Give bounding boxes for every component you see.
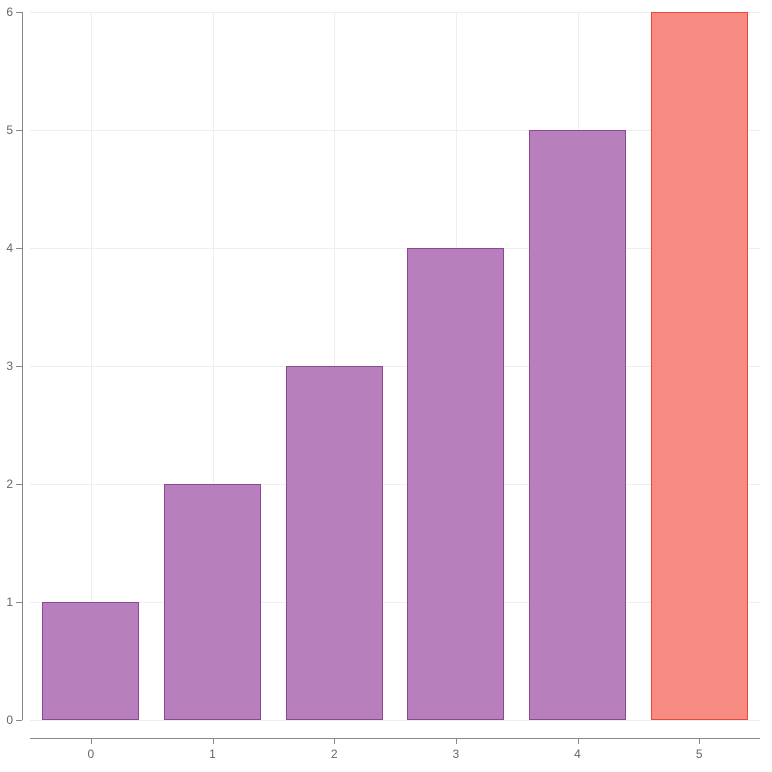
- y-tick-label: 0: [6, 713, 13, 727]
- plot-area: [30, 12, 760, 720]
- grid-line-h: [30, 720, 760, 721]
- y-tick: [16, 366, 22, 367]
- y-tick: [16, 720, 22, 721]
- bar: [407, 248, 504, 720]
- x-tick-label: 1: [193, 747, 233, 761]
- y-tick: [16, 130, 22, 131]
- bar: [42, 602, 139, 720]
- x-tick: [91, 738, 92, 744]
- y-tick-label: 2: [6, 477, 13, 491]
- x-tick-label: 4: [558, 747, 598, 761]
- y-tick: [16, 484, 22, 485]
- y-tick: [16, 602, 22, 603]
- bar: [651, 12, 748, 720]
- y-tick-label: 3: [6, 359, 13, 373]
- x-tick: [213, 738, 214, 744]
- bar: [529, 130, 626, 720]
- y-tick-label: 4: [6, 241, 13, 255]
- y-tick: [16, 12, 22, 13]
- x-tick-label: 2: [314, 747, 354, 761]
- y-axis-line: [22, 12, 23, 720]
- x-tick: [334, 738, 335, 744]
- x-axis-line: [30, 738, 760, 739]
- x-tick-label: 0: [71, 747, 111, 761]
- x-tick: [699, 738, 700, 744]
- bar-chart: 0 1 2 3 4 5 6 0 1 2 3 4 5: [0, 0, 772, 772]
- y-tick-label: 5: [6, 123, 13, 137]
- y-tick-label: 6: [6, 5, 13, 19]
- bar: [286, 366, 383, 720]
- y-tick: [16, 248, 22, 249]
- x-tick: [578, 738, 579, 744]
- x-tick: [456, 738, 457, 744]
- bar: [164, 484, 261, 720]
- x-tick-label: 3: [436, 747, 476, 761]
- x-tick-label: 5: [679, 747, 719, 761]
- y-tick-label: 1: [6, 595, 13, 609]
